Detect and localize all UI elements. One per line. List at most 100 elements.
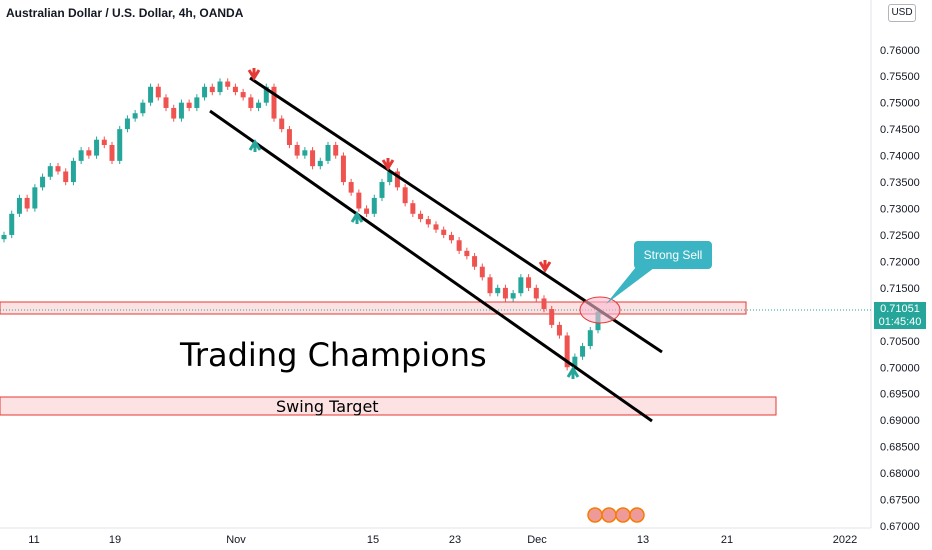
candle-body bbox=[456, 240, 462, 251]
candle-body bbox=[333, 145, 339, 156]
candle-body bbox=[310, 150, 316, 167]
x-tick-label: 23 bbox=[449, 534, 461, 546]
buy-marker bbox=[566, 366, 580, 379]
candle-body bbox=[155, 86, 161, 98]
candle-body bbox=[217, 81, 223, 93]
candle-body bbox=[526, 277, 532, 288]
candle-body bbox=[9, 213, 15, 235]
candle-body bbox=[248, 97, 254, 108]
candle-body bbox=[580, 346, 586, 357]
candle-body bbox=[587, 330, 593, 347]
buy-marker bbox=[350, 211, 364, 224]
candle-body bbox=[572, 356, 578, 368]
channel-lower-line[interactable] bbox=[209, 109, 653, 423]
swing-target-zone bbox=[0, 396, 777, 416]
candle-body bbox=[225, 81, 231, 87]
candle-body bbox=[533, 287, 539, 299]
candle-body bbox=[286, 129, 292, 145]
y-tick-label: 0.69000 bbox=[880, 415, 920, 427]
candle-body bbox=[394, 171, 400, 188]
candle-body bbox=[263, 86, 269, 103]
sell-marker bbox=[538, 260, 552, 273]
candle-body bbox=[371, 197, 377, 214]
candle-body bbox=[232, 86, 238, 93]
candle-body bbox=[40, 176, 46, 188]
y-tick-label: 0.74000 bbox=[880, 151, 920, 163]
candle-body bbox=[564, 335, 570, 368]
resistance-zone bbox=[0, 301, 747, 315]
candle-body bbox=[317, 160, 323, 167]
candle-body bbox=[487, 277, 493, 294]
candle-body bbox=[495, 287, 501, 294]
candle-body bbox=[479, 266, 485, 278]
sell-marker bbox=[381, 158, 395, 171]
economic-events-icon[interactable] bbox=[587, 507, 645, 523]
candle-body bbox=[78, 150, 84, 161]
x-tick-label: 19 bbox=[109, 534, 121, 546]
candle-body bbox=[448, 234, 454, 241]
candle-body bbox=[47, 166, 53, 177]
candle-body bbox=[16, 197, 22, 214]
candle-body bbox=[294, 145, 300, 156]
y-tick-label: 0.70000 bbox=[880, 362, 920, 374]
y-tick-label: 0.70500 bbox=[880, 336, 920, 348]
strong-sell-callout[interactable]: Strong Sell bbox=[634, 241, 712, 269]
candle-body bbox=[55, 166, 61, 172]
candle-body bbox=[302, 150, 308, 156]
y-tick-label: 0.72000 bbox=[880, 256, 920, 268]
price-tag: 0.71051 bbox=[874, 302, 926, 316]
candle-body bbox=[240, 92, 246, 98]
y-tick-label: 0.75500 bbox=[880, 71, 920, 83]
swing-target-label: Swing Target bbox=[276, 397, 379, 416]
candle-body bbox=[518, 277, 524, 294]
candle-body bbox=[63, 171, 69, 183]
buy-marker bbox=[248, 139, 262, 152]
candle-body bbox=[541, 298, 547, 310]
candle-body bbox=[441, 229, 447, 235]
x-tick-label: 15 bbox=[367, 534, 379, 546]
candle-body bbox=[472, 256, 478, 267]
candle-body bbox=[433, 224, 439, 230]
candle-body bbox=[194, 97, 200, 108]
y-tick-label: 0.67000 bbox=[880, 521, 920, 533]
y-tick-label: 0.67500 bbox=[880, 495, 920, 507]
candle-body bbox=[209, 86, 215, 93]
candle-body bbox=[510, 293, 516, 299]
candle-body bbox=[32, 187, 38, 209]
y-axis: 0.76000 0.75500 0.75000 0.74500 0.74000 0.735… bbox=[880, 45, 920, 533]
x-tick-label: 2022 bbox=[833, 534, 857, 546]
candle-body bbox=[109, 145, 115, 161]
candle-body bbox=[256, 102, 262, 108]
y-tick-label: 0.68000 bbox=[880, 468, 920, 480]
candle-body bbox=[171, 107, 177, 119]
x-axis: 11 19 Nov 15 23 Dec 13 21 2022 bbox=[28, 534, 857, 546]
watermark-text: Trading Champions bbox=[180, 336, 487, 374]
y-tick-label: 0.68500 bbox=[880, 442, 920, 454]
candles bbox=[1, 78, 601, 371]
candle-body bbox=[549, 309, 555, 325]
y-tick-label: 0.69500 bbox=[880, 389, 920, 401]
callout-pointer bbox=[606, 262, 662, 304]
candle-body bbox=[556, 324, 562, 336]
candle-body bbox=[418, 213, 424, 220]
y-tick-label: 0.73000 bbox=[880, 204, 920, 216]
candle-body bbox=[410, 203, 416, 214]
candle-body bbox=[132, 113, 138, 119]
candle-body bbox=[425, 219, 431, 225]
candle-body bbox=[186, 102, 192, 108]
chart-title: Australian Dollar / U.S. Dollar, 4h, OAN… bbox=[6, 6, 244, 20]
candle-body bbox=[340, 155, 346, 183]
y-tick-label: 0.73500 bbox=[880, 177, 920, 189]
candle-body bbox=[464, 250, 470, 257]
candle-body bbox=[178, 102, 184, 119]
x-tick-label: Nov bbox=[226, 534, 246, 546]
candle-body bbox=[24, 197, 30, 209]
sell-marker bbox=[247, 68, 261, 81]
currency-button[interactable]: USD bbox=[888, 4, 916, 22]
candle-body bbox=[402, 187, 408, 204]
candle-body bbox=[279, 118, 285, 130]
candle-body bbox=[101, 139, 107, 145]
x-tick-label: 13 bbox=[637, 534, 649, 546]
y-tick-label: 0.72500 bbox=[880, 230, 920, 242]
